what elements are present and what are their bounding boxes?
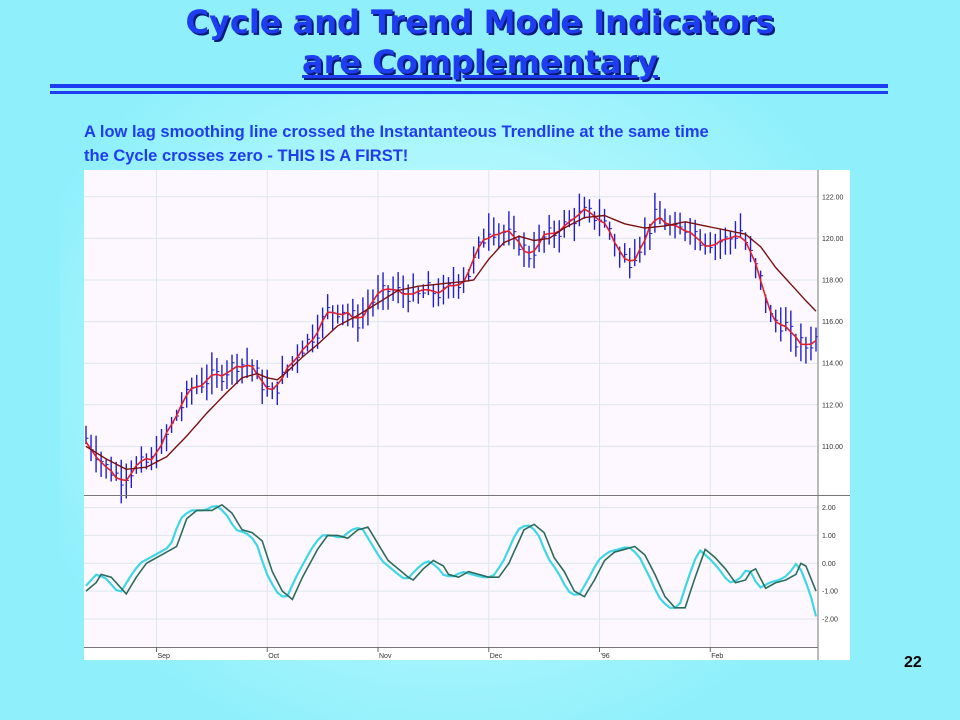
title-rule-thick bbox=[50, 84, 888, 88]
indicator-lines-group bbox=[85, 207, 818, 617]
low-lag-smoothing-line bbox=[85, 207, 817, 482]
page-number: 22 bbox=[904, 654, 922, 671]
cycle-y-tick-label: 0.00 bbox=[822, 561, 836, 568]
cycle-line bbox=[85, 503, 817, 609]
instantaneous-trendline bbox=[85, 214, 817, 471]
cycle-y-tick-label: -1.00 bbox=[822, 589, 838, 596]
tick-labels-group: 122.00 120.00 118.00 116.00 114.00 112.00 110.… bbox=[155, 194, 844, 660]
grid-lines bbox=[84, 170, 818, 647]
indicator-chart: 122.00 120.00 118.00 116.00 114.00 112.00 110.… bbox=[84, 170, 850, 660]
month-label: Feb bbox=[711, 653, 723, 660]
price-y-tick-label: 118.00 bbox=[822, 278, 843, 285]
month-label: Oct bbox=[268, 653, 279, 660]
cycle-y-tick-label: -2.00 bbox=[822, 616, 838, 623]
price-y-tick-label: 110.00 bbox=[822, 444, 843, 451]
title-line-2: are Complementary bbox=[302, 43, 658, 81]
cycle-y-tick-label: 1.00 bbox=[822, 533, 836, 540]
price-y-tick-label: 112.00 bbox=[822, 402, 843, 409]
price-y-tick-label: 120.00 bbox=[822, 236, 844, 243]
month-label: Sep bbox=[157, 653, 170, 660]
price-y-tick-label: 116.00 bbox=[822, 319, 843, 326]
title-line-1: Cycle and Trend Mode Indicators bbox=[185, 3, 775, 41]
subtitle-line-1: A low lag smoothing line crossed the Ins… bbox=[84, 123, 709, 141]
month-label: Dec bbox=[490, 653, 503, 660]
price-y-tick-label: 114.00 bbox=[822, 361, 843, 368]
slide-title: Cycle and Trend Mode Indicators are Comp… bbox=[0, 2, 960, 82]
cycle-y-tick-label: 2.00 bbox=[822, 505, 836, 512]
price-y-tick-label: 122.00 bbox=[822, 194, 844, 201]
cycle-lead-line bbox=[85, 504, 818, 617]
title-rule-thin bbox=[50, 91, 888, 94]
month-label: Nov bbox=[379, 653, 392, 660]
cycle-panel-bg bbox=[84, 497, 818, 647]
subtitle-line-2: the Cycle crosses zero - THIS IS A FIRST… bbox=[84, 147, 409, 165]
month-label: '96 bbox=[601, 653, 610, 660]
slide-subtitle: A low lag smoothing line crossed the Ins… bbox=[84, 120, 934, 168]
